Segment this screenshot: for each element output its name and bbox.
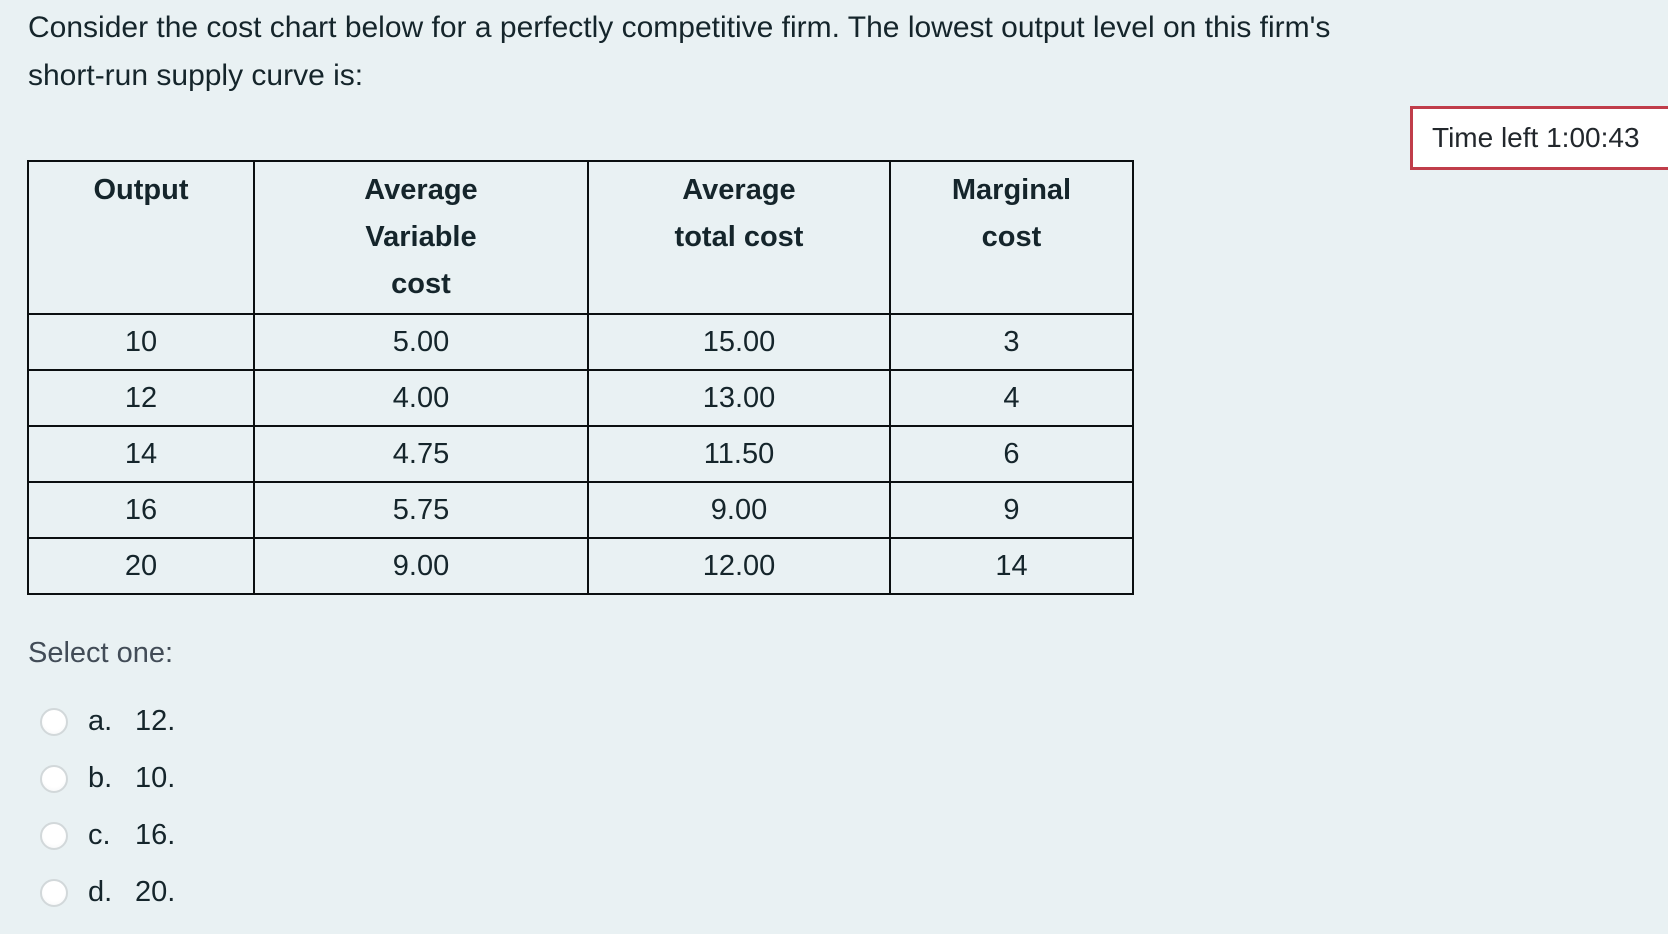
- option-letter: b.: [88, 762, 113, 794]
- header-average-total-cost: Average total cost: [587, 160, 891, 315]
- cell-avc: 4.75: [253, 425, 589, 483]
- table-row: 14 4.75 11.50 6: [27, 425, 1134, 483]
- table-row: 10 5.00 15.00 3: [27, 313, 1134, 371]
- radio-option-d[interactable]: d. 20.: [28, 864, 175, 921]
- option-value: 20.: [135, 876, 176, 908]
- radio-button[interactable]: [40, 764, 68, 793]
- option-value: 12.: [135, 705, 176, 737]
- cell-output: 10: [27, 313, 255, 371]
- cell-output: 20: [27, 537, 255, 595]
- cell-mc: 14: [889, 537, 1134, 595]
- cell-mc: 4: [889, 369, 1134, 427]
- radio-option-a[interactable]: a. 12.: [28, 693, 175, 750]
- answer-options: a. 12. b. 10. c. 16. d. 20.: [28, 693, 175, 921]
- option-letter: d.: [88, 876, 113, 908]
- option-letter: c.: [88, 819, 111, 851]
- radio-option-b[interactable]: b. 10.: [28, 750, 175, 807]
- cell-mc: 3: [889, 313, 1134, 371]
- select-one-prompt: Select one:: [28, 637, 174, 669]
- cell-output: 14: [27, 425, 255, 483]
- cell-mc: 9: [889, 481, 1134, 539]
- header-average-variable-cost: Average Variable cost: [253, 160, 589, 315]
- option-value: 16.: [135, 819, 176, 851]
- cell-atc: 12.00: [587, 537, 891, 595]
- table-row: 12 4.00 13.00 4: [27, 369, 1134, 427]
- question-text: Consider the cost chart below for a perf…: [28, 11, 1331, 92]
- cell-avc: 5.00: [253, 313, 589, 371]
- cell-output: 16: [27, 481, 255, 539]
- cell-mc: 6: [889, 425, 1134, 483]
- table-header-row: Output Average Variable cost Average tot…: [27, 160, 1134, 315]
- cell-atc: 9.00: [587, 481, 891, 539]
- radio-button[interactable]: [40, 821, 68, 850]
- option-letter: a.: [88, 705, 113, 737]
- timer-label: Time left 1:00:43: [1432, 122, 1640, 153]
- cell-atc: 13.00: [587, 369, 891, 427]
- table-row: 20 9.00 12.00 14: [27, 537, 1134, 595]
- cost-table: Output Average Variable cost Average tot…: [27, 160, 1134, 595]
- header-output: Output: [27, 160, 255, 315]
- cell-output: 12: [27, 369, 255, 427]
- cell-atc: 11.50: [587, 425, 891, 483]
- radio-button[interactable]: [40, 707, 68, 736]
- table-row: 16 5.75 9.00 9: [27, 481, 1134, 539]
- cell-avc: 5.75: [253, 481, 589, 539]
- timer-box: Time left 1:00:43: [1410, 106, 1668, 170]
- radio-button[interactable]: [40, 878, 68, 907]
- cell-avc: 4.00: [253, 369, 589, 427]
- cell-atc: 15.00: [587, 313, 891, 371]
- cell-avc: 9.00: [253, 537, 589, 595]
- header-marginal-cost: Marginal cost: [889, 160, 1134, 315]
- option-value: 10.: [135, 762, 176, 794]
- radio-option-c[interactable]: c. 16.: [28, 807, 175, 864]
